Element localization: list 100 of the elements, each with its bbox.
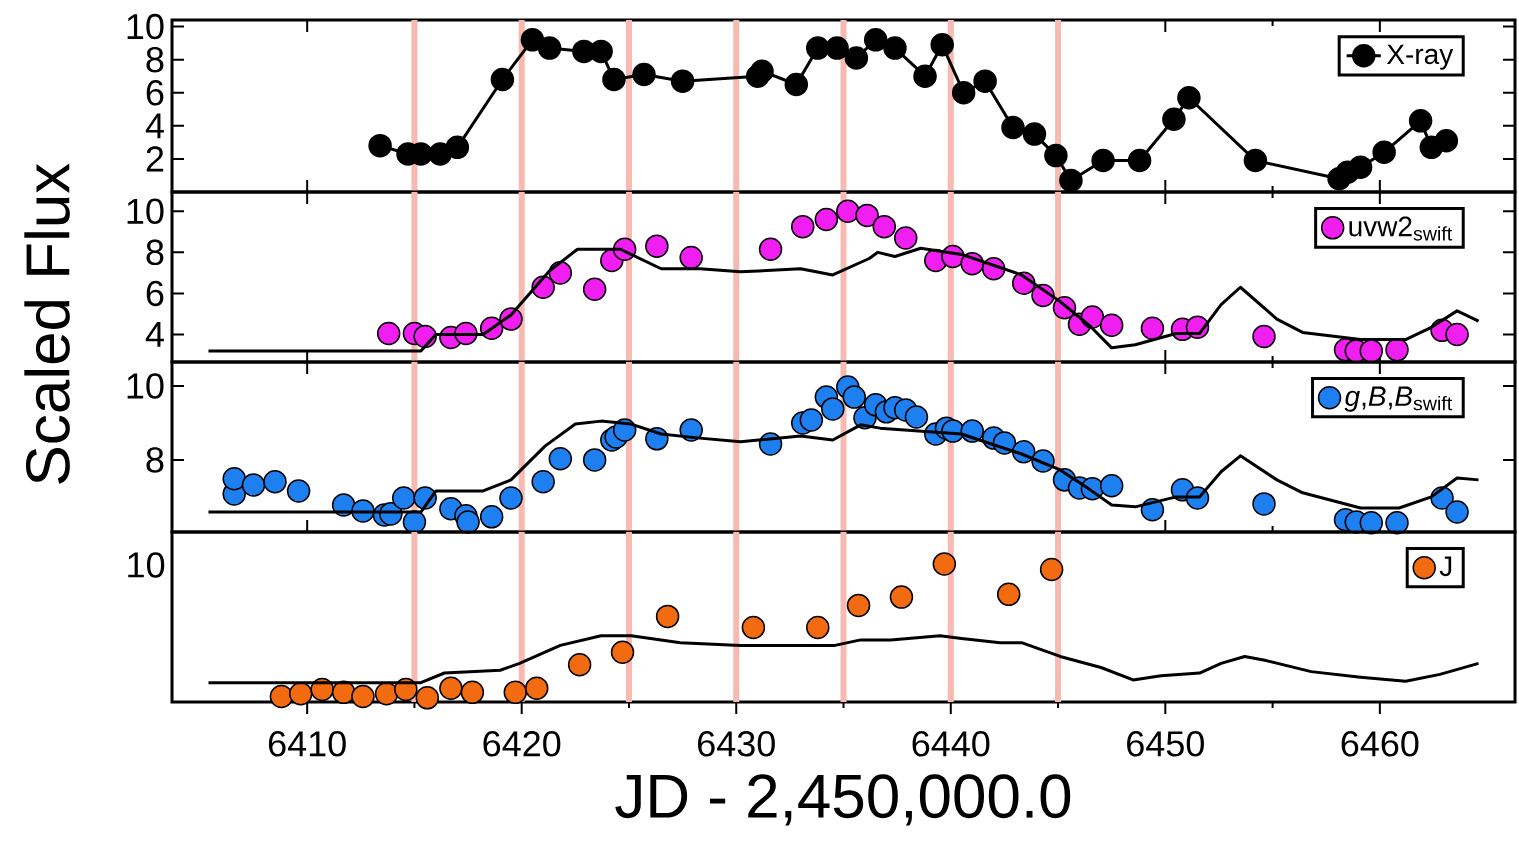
point [531,469,555,494]
point [602,67,626,92]
y-tick-label: 8 [146,46,164,73]
y-tick-label: 8 [146,447,164,473]
point [1099,474,1124,498]
point [445,135,470,160]
point [582,448,607,472]
point [842,385,866,409]
legend-label: J [1439,556,1452,577]
point [632,62,656,87]
point [1099,313,1124,337]
point [1091,148,1115,173]
point [1385,510,1409,535]
point [1022,122,1047,146]
point [499,486,523,510]
point [610,640,635,665]
point [913,64,937,88]
legend-label: uvw2$_{swift}$ [1349,216,1453,241]
point [844,46,869,70]
point [479,505,504,529]
point [1162,107,1186,131]
point [930,33,954,57]
point [1001,115,1025,140]
point [814,207,839,232]
point [1385,338,1409,362]
point [1348,155,1373,179]
point [741,615,766,640]
y-tick-label: 8 [146,239,164,266]
y-tick-label: 2 [146,146,164,172]
point [670,69,695,93]
point [1140,316,1165,341]
point [548,447,573,471]
point [391,486,416,510]
point [537,36,562,60]
point [456,510,480,534]
x-tick-label: 6440 [912,731,990,757]
point [288,681,313,706]
point [904,405,929,429]
point [415,686,440,710]
point [1044,143,1068,168]
point [655,604,680,629]
point [1039,557,1064,582]
point [524,676,549,700]
point [825,36,849,60]
point [855,203,879,228]
point [263,469,287,494]
point [790,214,815,239]
y-tick-label: 10 [127,13,164,40]
y-axis-title: Scaled Flux [24,163,70,484]
y-tick-label: 10 [127,373,164,399]
x-tick-label: 6410 [268,731,346,757]
y-tick-label: 6 [146,280,164,307]
point [589,39,613,64]
point [1059,168,1083,193]
y-tick-label: 6 [146,79,164,106]
point [520,28,545,52]
point [806,36,830,60]
point [758,237,783,262]
point [222,467,246,491]
point [750,59,774,83]
legend-label: X-ray [1386,44,1454,70]
point [806,615,830,640]
point [973,69,997,93]
point [1445,500,1469,524]
point [679,245,703,270]
point [503,680,528,705]
point [645,234,669,258]
point [1359,339,1384,363]
point [582,277,607,302]
x-tick-label: 6430 [698,731,775,757]
x-tick-label: 6420 [483,731,561,757]
point [241,473,266,497]
x-tick-label: 6450 [1127,731,1204,757]
point [1243,148,1268,173]
x-tick-label: 6460 [1341,731,1419,757]
point [428,142,452,166]
point [351,684,375,709]
point [893,226,918,250]
point [836,199,860,224]
point [567,652,592,677]
point [996,582,1021,607]
y-tick-label: 4 [145,113,164,139]
point [889,585,914,609]
point [1177,85,1201,110]
point [286,479,311,503]
point [863,28,888,52]
legend-label: g,B,B$_{swift}$ [1344,386,1453,412]
point [784,72,809,97]
point [1372,140,1396,165]
point [439,676,463,700]
y-tick-label: 4 [145,322,164,347]
point [376,321,401,346]
point [872,214,897,239]
point [368,133,392,158]
point [269,684,294,709]
point [1127,148,1152,173]
point [951,81,976,105]
point [1445,322,1469,347]
point [1252,324,1276,349]
point [846,593,871,618]
